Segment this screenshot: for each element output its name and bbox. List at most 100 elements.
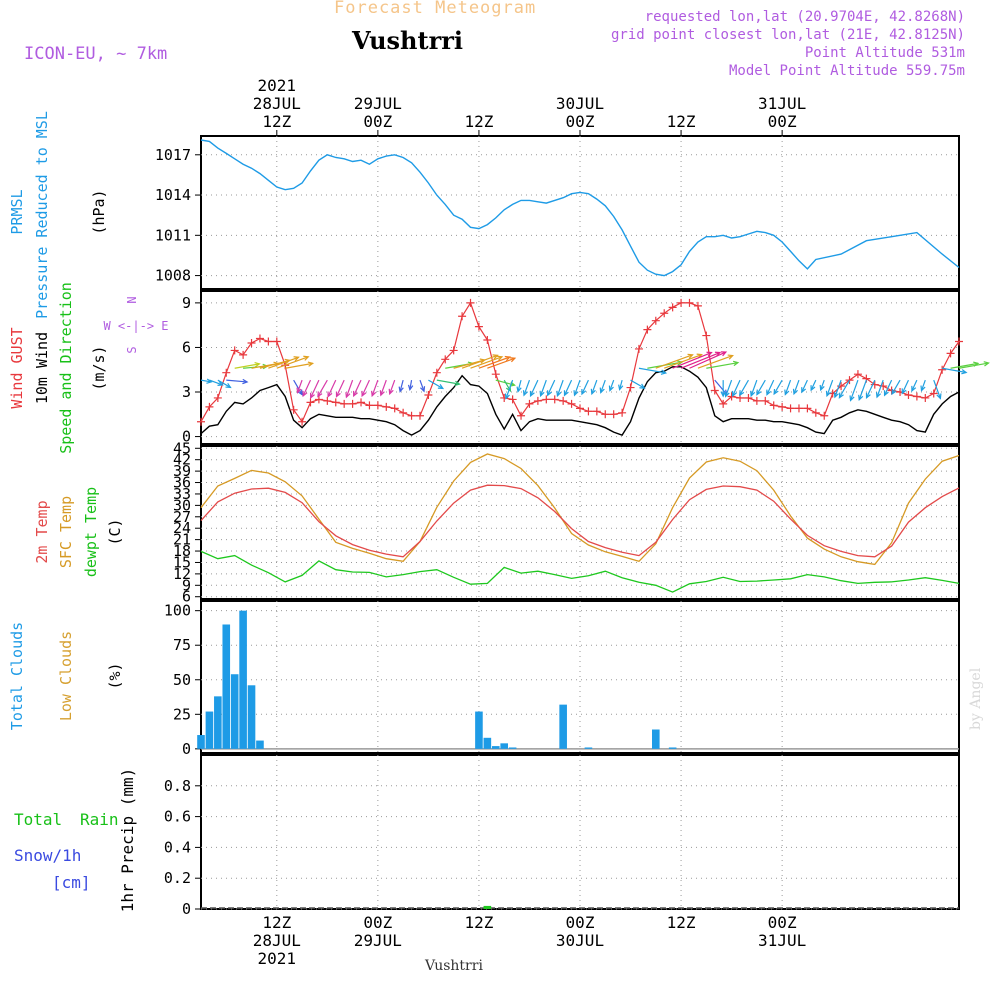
low-clouds-label: Low Clouds [57,631,75,721]
bottom-time-label: 00Z [566,913,595,932]
wind-direction-arrow [655,354,693,369]
total-cloud-bar [508,747,517,749]
clouds-axis-tick-label: 75 [173,636,191,654]
wind-gust-point [517,411,526,420]
wind-direction-arrow [361,379,370,397]
precip-axis-tick-label: 0 [182,900,191,918]
wind-direction-arrow [200,379,212,383]
info-grid-point: grid point closest lon,lat (21E, 42.8125… [610,27,965,43]
dewpt-line [200,550,960,593]
wind-gust-point [938,365,947,374]
wind-arrow-head [335,391,341,398]
temp-axis-tick-label: 45 [173,439,191,457]
pressure-label: PRMSL [8,189,26,234]
wind-gust-point [432,368,441,377]
top-time-label: 12Z [262,112,291,131]
wind-direction-arrow [487,357,516,369]
wind-arrow-head [317,391,323,398]
wind-gust-label: Wind GUST [8,327,26,408]
wind-direction-arrow [563,379,573,396]
wind-arrow-head [810,385,816,392]
compass-north: N [125,296,139,303]
wind-direction-arrow [581,379,589,395]
wind-gust-point [483,336,492,345]
wind-arrow-head [819,384,825,392]
wind-direction-arrow [950,362,979,369]
info-requested: requested lon,lat (20.9704E, 42.8268N) [644,9,965,25]
wind-arrow-head [720,391,726,398]
temp-axis-tick-label: 42 [173,451,191,469]
wind-direction-arrow [310,379,320,399]
temp-axis-tick-label: 6 [182,588,191,606]
wind-gust-point [424,390,433,399]
wind-arrow-head [739,390,745,397]
wind-gust-point [752,396,761,405]
wind-arrow-head [371,390,377,398]
total-cloud-bar [500,743,508,749]
wind-direction-arrow [739,379,749,396]
wind-arrow-head [522,390,528,397]
top-time-label: 29JUL [354,94,402,113]
wind-gust-line [200,301,960,423]
wind-gust-point [592,407,601,416]
wind-gust-point [365,401,374,410]
wind-direction-arrow [784,379,792,395]
wind-direction-arrow [478,356,510,369]
wind-arrow-head [327,391,333,398]
wind-gust-point [331,398,340,407]
wind-arrow-head [750,390,756,398]
bottom-time-label: 29JUL [354,931,402,950]
wind-direction-arrow [958,362,989,369]
wind-arrow-head [983,361,990,367]
wind-direction-arrow [327,379,337,397]
wind-gust-point [340,399,349,408]
wind-gust-point [803,404,812,413]
wind-direction-arrow [942,367,967,374]
wind-gust-point [643,325,652,334]
bottom-time-label: 12Z [262,913,291,932]
wind-gust-point [660,309,669,318]
wind-arrow-head [388,388,394,396]
wind-direction-label: Speed and Direction [57,282,75,454]
wind-direction-arrow [371,379,379,397]
wind-gust-point [525,399,534,408]
wind-arrow-head [706,351,713,357]
wind-direction-arrow [317,379,328,397]
wind-arrow-head [891,388,897,396]
total-cloud-bar [230,674,239,749]
wind-arrow-head [398,386,404,393]
wind-arrow-head [901,388,907,395]
wind-direction-arrow [285,362,313,369]
wind-direction-arrow [591,379,598,395]
wind-arrow-head [509,357,517,363]
wind-arrow-head [618,384,624,391]
wind-direction-arrow [540,379,547,397]
wind-gust-point [222,368,231,377]
total-cloud-bar [475,711,483,749]
wind-direction-arrow [209,379,223,386]
wind-direction-arrow [820,379,825,391]
compass-south: S [125,346,139,353]
temp-axis-tick-label: 24 [173,519,191,537]
wind-arrow-head [303,355,310,361]
wind-gust-point [677,298,686,307]
wind-direction-arrow [600,379,606,393]
wind-gust-point [213,393,222,402]
wind-arrow-head [590,388,596,396]
wind-gust-point [533,396,542,405]
wind-direction-arrow [436,379,460,385]
info-point-altitude: Point Altitude 531m [804,45,965,61]
wind-direction-arrow [834,379,842,398]
wind-direction-arrow [793,379,800,395]
top-time-label: 28JUL [253,94,301,113]
wind-direction-arrow [259,359,290,369]
wind-arrow-head [773,388,779,396]
wind-direction-arrow [680,351,721,369]
wind-arrow-head [420,386,426,393]
wind-gust-point [786,404,795,413]
wind-direction-arrow [801,379,808,393]
location-title: Vushtrri [352,26,463,55]
bottom-time-label: 00Z [363,913,392,932]
wind-gust-point [197,417,205,426]
wind-arrow-head [310,392,315,400]
